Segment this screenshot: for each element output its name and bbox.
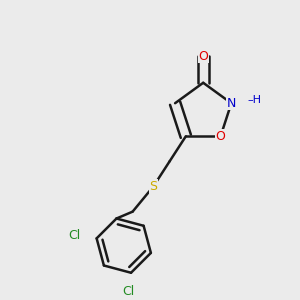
Text: Cl: Cl — [68, 229, 80, 242]
Text: S: S — [149, 180, 157, 193]
Text: –H: –H — [248, 95, 262, 105]
Text: O: O — [198, 50, 208, 63]
Text: Cl: Cl — [122, 285, 134, 298]
Text: O: O — [216, 130, 226, 143]
Text: N: N — [226, 97, 236, 110]
